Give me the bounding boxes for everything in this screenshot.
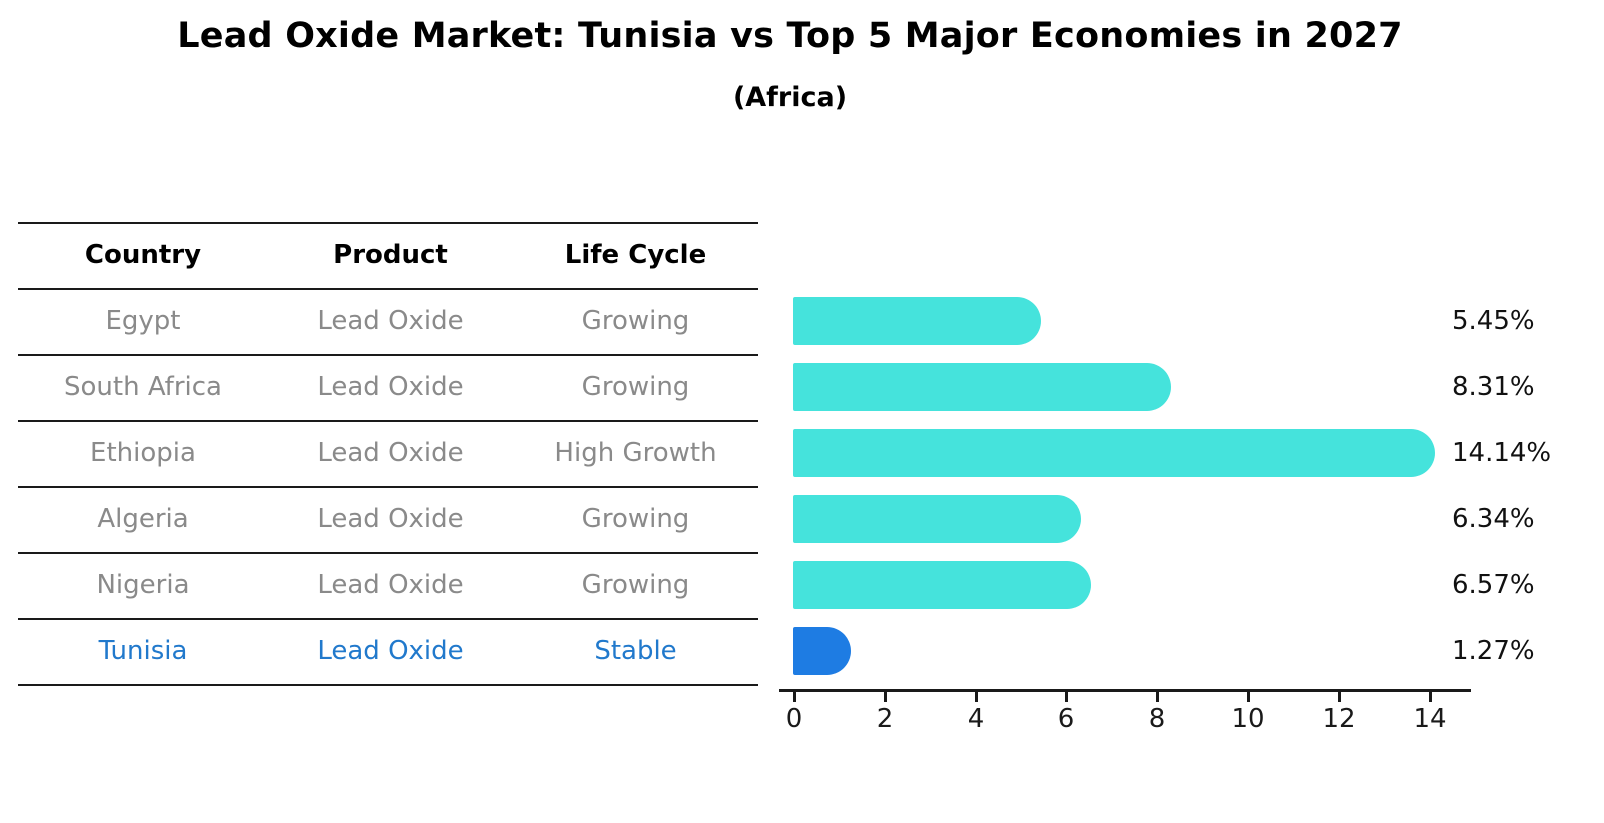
table-row-divider xyxy=(18,354,758,356)
cell-life-cycle: Growing xyxy=(581,504,690,534)
x-axis-tick-label: 12 xyxy=(1322,704,1356,734)
column-header-product: Product xyxy=(333,240,448,270)
x-axis-tick xyxy=(975,690,978,702)
cell-life-cycle: Growing xyxy=(581,570,690,600)
x-axis-tick xyxy=(1247,690,1250,702)
cell-product: Lead Oxide xyxy=(317,504,464,534)
value-label-south-africa: 8.31% xyxy=(1452,372,1535,402)
x-axis-tick-label: 8 xyxy=(1148,704,1166,734)
value-label-tunisia: 1.27% xyxy=(1452,636,1535,666)
x-axis-tick-label: 2 xyxy=(876,704,894,734)
table-header-row: Country Product Life Cycle xyxy=(18,222,758,288)
cell-life-cycle: Growing xyxy=(581,306,690,336)
cell-country: Nigeria xyxy=(96,570,190,600)
cell-life-cycle: High Growth xyxy=(554,438,717,468)
table-row-tunisia: Tunisia Lead Oxide Stable xyxy=(18,618,758,684)
cell-country: Tunisia xyxy=(98,636,188,666)
x-axis-tick-label: 0 xyxy=(785,704,803,734)
table-row-algeria: Algeria Lead Oxide Growing xyxy=(18,486,758,552)
column-header-life-cycle: Life Cycle xyxy=(564,240,707,270)
cell-product: Lead Oxide xyxy=(317,438,464,468)
x-axis-tick-label: 14 xyxy=(1413,704,1447,734)
table-border-bottom xyxy=(18,684,758,686)
x-axis-tick-label: 4 xyxy=(967,704,985,734)
cell-country: South Africa xyxy=(64,372,222,402)
column-header-country: Country xyxy=(84,240,202,270)
value-label-algeria: 6.34% xyxy=(1452,504,1535,534)
table-row-ethiopia: Ethiopia Lead Oxide High Growth xyxy=(18,420,758,486)
page-subtitle: (Africa) xyxy=(732,82,848,113)
cell-product: Lead Oxide xyxy=(317,372,464,402)
table-row-nigeria: Nigeria Lead Oxide Growing xyxy=(18,552,758,618)
value-label-nigeria: 6.57% xyxy=(1452,570,1535,600)
cell-product: Lead Oxide xyxy=(317,570,464,600)
bar-algeria xyxy=(793,495,1081,543)
bar-tunisia xyxy=(793,627,851,675)
value-label-egypt: 5.45% xyxy=(1452,306,1535,336)
table-row-divider xyxy=(18,486,758,488)
x-axis-tick xyxy=(1065,690,1068,702)
bar-ethiopia xyxy=(793,429,1435,477)
cell-country: Algeria xyxy=(97,504,189,534)
x-axis-tick xyxy=(1338,690,1341,702)
table-row-divider xyxy=(18,552,758,554)
cell-country: Egypt xyxy=(105,306,181,336)
x-axis-tick xyxy=(1156,690,1159,702)
table-row-divider xyxy=(18,420,758,422)
table-row-divider xyxy=(18,618,758,620)
table-border-top xyxy=(18,222,758,224)
x-axis-tick xyxy=(884,690,887,702)
bar-egypt xyxy=(793,297,1041,345)
cell-country: Ethiopia xyxy=(90,438,196,468)
cell-life-cycle: Stable xyxy=(594,636,677,666)
x-axis-tick-label: 10 xyxy=(1231,704,1265,734)
cell-life-cycle: Growing xyxy=(581,372,690,402)
x-axis-tick xyxy=(1429,690,1432,702)
table-row-egypt: Egypt Lead Oxide Growing xyxy=(18,288,758,354)
table-header-divider xyxy=(18,288,758,290)
x-axis-tick-label: 6 xyxy=(1057,704,1075,734)
cell-product: Lead Oxide xyxy=(317,306,464,336)
x-axis-tick xyxy=(793,690,796,702)
cell-product: Lead Oxide xyxy=(317,636,464,666)
table-row-south-africa: South Africa Lead Oxide Growing xyxy=(18,354,758,420)
bar-south-africa xyxy=(793,363,1171,411)
value-label-ethiopia: 14.14% xyxy=(1452,438,1552,468)
x-axis-line xyxy=(779,689,1471,692)
page-title: Lead Oxide Market: Tunisia vs Top 5 Majo… xyxy=(177,16,1403,56)
bar-nigeria xyxy=(793,561,1091,609)
